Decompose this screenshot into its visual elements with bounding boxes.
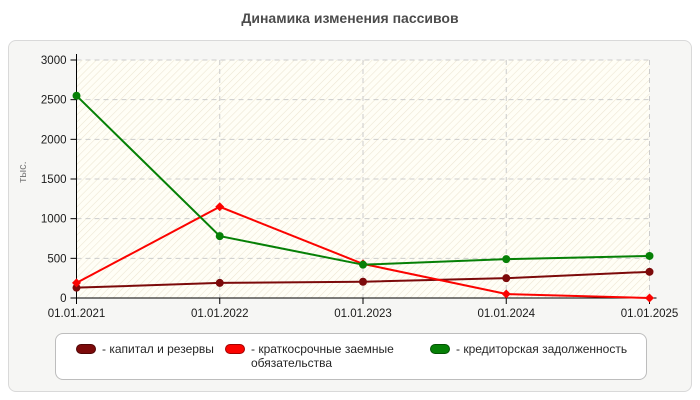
y-tick-label: 500 (47, 253, 66, 265)
data-point-marker (645, 293, 654, 303)
data-point-marker (215, 232, 224, 241)
data-point-marker (359, 277, 367, 286)
data-point-marker (215, 202, 225, 212)
page: Динамика изменения пассивов 0 500 1000 1500… (0, 10, 700, 392)
y-tick-label: 3000 (41, 55, 67, 67)
data-point-marker (645, 267, 654, 276)
y-tick-label: 2500 (41, 95, 67, 107)
legend-label: - капитал и резервы (102, 342, 214, 356)
y-axis-label: тыс. (17, 161, 29, 183)
legend-swatch-dark-red (76, 344, 96, 354)
y-tick-label: 1500 (41, 174, 67, 186)
data-point-marker (501, 289, 511, 299)
chart-legend: - капитал и резервы - краткосрочные заем… (55, 333, 647, 380)
x-tick-label: 01.01.2025 (621, 308, 679, 320)
data-point-marker (502, 255, 511, 264)
x-tick-label: 01.01.2024 (477, 308, 535, 320)
y-tick-label: 1000 (41, 214, 67, 226)
line-chart: 0 500 1000 1500 2000 2500 3000 01.01.2021 01.01.… (41, 54, 679, 320)
legend-item-short-term-loans: - краткосрочные заемные обязательства (225, 342, 430, 371)
legend-label: - краткосрочные заемные обязательства (251, 342, 394, 371)
legend-item-payables: - кредиторская задолженность (430, 342, 660, 356)
data-point-marker (645, 251, 654, 260)
data-point-marker (72, 91, 81, 100)
legend-swatch-green (430, 344, 450, 354)
legend-item-capital: - капитал и резервы (76, 342, 225, 356)
x-tick-label: 01.01.2022 (191, 308, 249, 320)
y-tick-label: 2000 (41, 134, 67, 146)
legend-label: - кредиторская задолженность (456, 342, 628, 356)
legend-swatch-red (225, 344, 245, 354)
data-point-marker (215, 278, 224, 287)
data-point-marker (72, 283, 81, 292)
data-point-marker (72, 278, 81, 288)
chart-panel: 0 500 1000 1500 2000 2500 3000 01.01.2021 01.01.… (8, 40, 692, 392)
x-tick-label: 01.01.2023 (334, 308, 392, 320)
y-tick-label: 0 (60, 293, 66, 305)
data-point-marker (502, 274, 511, 283)
data-point-marker (359, 260, 367, 269)
page-title: Динамика изменения пассивов (241, 10, 459, 26)
x-tick-label: 01.01.2021 (48, 308, 106, 320)
